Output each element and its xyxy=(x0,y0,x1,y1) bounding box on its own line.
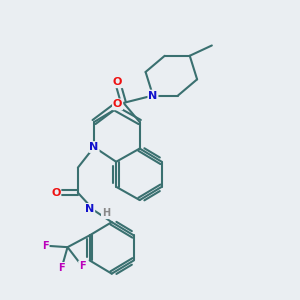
Text: F: F xyxy=(42,241,49,251)
Text: F: F xyxy=(79,261,86,271)
Text: O: O xyxy=(113,99,122,110)
Text: F: F xyxy=(58,263,65,273)
Text: N: N xyxy=(148,91,158,100)
Text: N: N xyxy=(89,142,99,152)
Text: O: O xyxy=(113,77,122,87)
Text: N: N xyxy=(85,204,94,214)
Text: H: H xyxy=(102,208,110,218)
Text: O: O xyxy=(51,188,61,198)
